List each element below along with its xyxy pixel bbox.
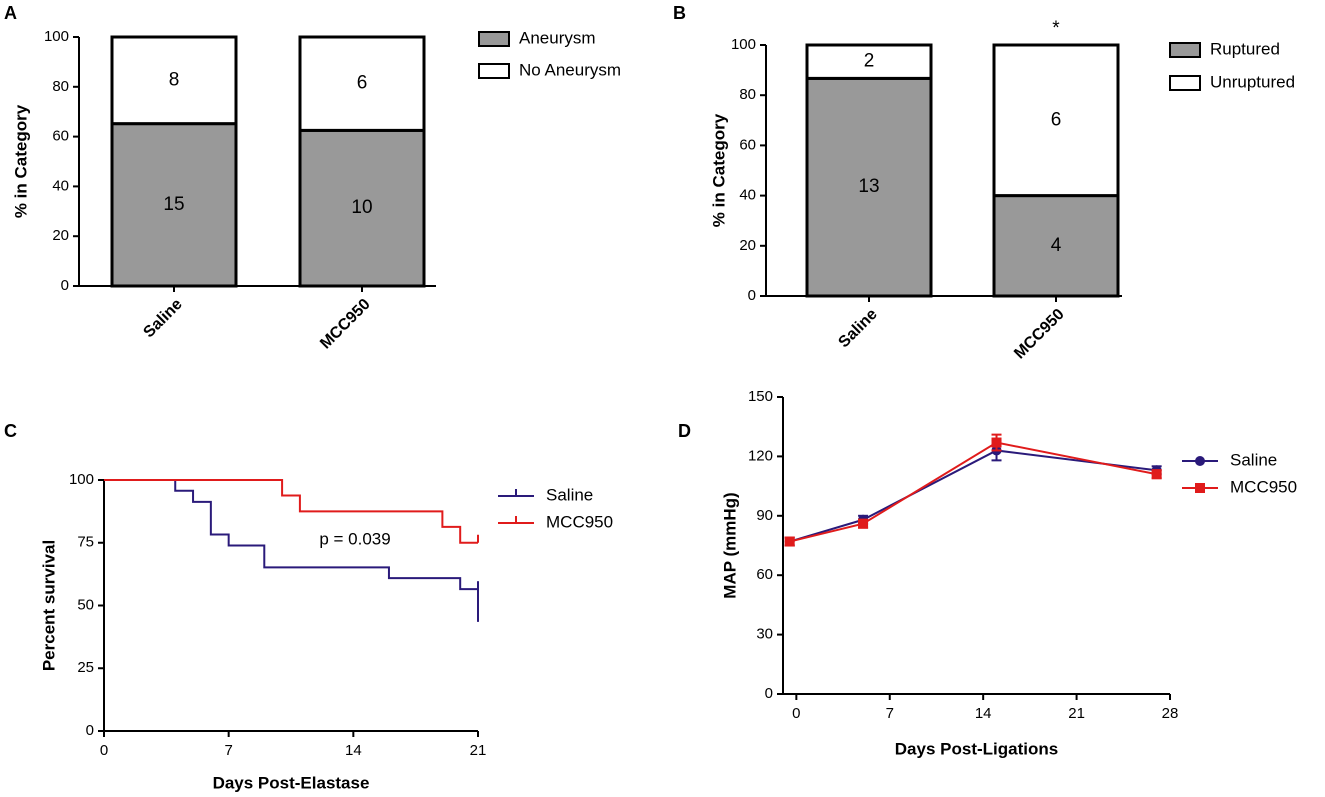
x-axis-title: Days Post-Ligations <box>895 739 1058 758</box>
bar-segment-aneurysm <box>110 122 238 288</box>
x-tick-label: 14 <box>975 705 992 722</box>
y-axis-title: % in Category <box>709 113 728 227</box>
y-tick-label: 75 <box>77 534 94 551</box>
legend-label: Ruptured <box>1210 39 1280 58</box>
y-tick-label: 120 <box>748 447 773 464</box>
y-tick-label: 0 <box>748 287 756 304</box>
bar-count-label: 15 <box>163 194 184 215</box>
y-tick-label: 0 <box>765 685 773 702</box>
bar-segment-ruptured <box>805 76 933 298</box>
bar-segment-ruptured <box>992 194 1120 298</box>
category-label: Saline <box>835 306 880 351</box>
data-point-mcc950 <box>991 437 1002 448</box>
y-tick-label: 25 <box>77 659 94 676</box>
y-tick-label: 100 <box>69 471 94 488</box>
legend-label: Unruptured <box>1210 72 1295 91</box>
y-tick-label: 0 <box>86 722 94 739</box>
panel-a: A 0 20 40 60 80 100 % in Category 15 8 Saline 10 6 MC… <box>4 3 621 353</box>
y-tick-label: 40 <box>739 187 756 204</box>
bar-segment-unruptured <box>805 43 933 80</box>
legend-swatch <box>478 63 510 79</box>
panel-d: D 0 30 60 90 120 150 0 7 14 21 28 Days Post-Ligation… <box>678 388 1297 759</box>
bar-segment-no-aneurysm <box>110 35 238 126</box>
x-tick-label: 21 <box>470 742 487 759</box>
bar-count-label: 10 <box>351 197 372 218</box>
y-tick-label: 80 <box>52 78 69 95</box>
panel-b: B 0 20 40 60 80 100 % in Category 13 2 Saline 4 6 MCC… <box>673 3 1295 363</box>
y-tick-label: 100 <box>731 36 756 53</box>
bar-count-label: 6 <box>1051 109 1062 130</box>
y-tick-label: 60 <box>756 566 773 583</box>
bar-count-label: 8 <box>169 69 180 90</box>
x-tick-label: 0 <box>792 705 800 722</box>
legend-marker <box>1195 456 1205 466</box>
y-tick-label: 30 <box>756 626 773 643</box>
category-label: MCC950 <box>1011 306 1068 363</box>
y-tick-label: 20 <box>52 227 69 244</box>
y-axis-title: % in Category <box>11 104 30 218</box>
legend-label: No Aneurysm <box>519 60 621 79</box>
data-point-mcc950 <box>1151 469 1162 480</box>
bar-count-label: 2 <box>864 51 875 72</box>
legend-label: Aneurysm <box>519 28 596 47</box>
panel-letter: A <box>4 3 17 23</box>
y-tick-label: 100 <box>44 28 69 45</box>
survival-curve-mcc950 <box>104 479 478 544</box>
legend-label: MCC950 <box>1230 477 1297 496</box>
bar-count-label: 13 <box>858 176 879 197</box>
y-tick-label: 80 <box>739 86 756 103</box>
legend-swatch <box>1169 75 1201 91</box>
significance-marker: * <box>1052 18 1060 39</box>
x-tick-label: 7 <box>224 742 232 759</box>
legend-label: Saline <box>546 485 593 504</box>
y-tick-label: 20 <box>739 237 756 254</box>
y-tick-label: 150 <box>748 388 773 405</box>
bar-count-label: 6 <box>357 73 368 94</box>
data-point-mcc950 <box>858 518 869 529</box>
p-value-annotation: p = 0.039 <box>319 529 390 548</box>
x-tick-label: 28 <box>1162 705 1179 722</box>
panel-letter: C <box>4 421 17 441</box>
y-tick-label: 0 <box>61 277 69 294</box>
x-axis-title: Days Post-Elastase <box>213 773 370 792</box>
x-tick-label: 7 <box>886 705 894 722</box>
x-tick-label: 14 <box>345 742 362 759</box>
category-label: MCC950 <box>317 296 374 353</box>
category-label: Saline <box>140 296 185 341</box>
x-tick-label: 21 <box>1068 705 1085 722</box>
survival-curve-saline <box>104 479 479 622</box>
series-line-mcc950 <box>789 441 1157 543</box>
y-tick-label: 40 <box>52 177 69 194</box>
y-tick-label: 60 <box>52 128 69 145</box>
y-axis-title: Percent survival <box>39 540 58 671</box>
bar-segment-no-aneurysm <box>298 35 426 132</box>
data-point-mcc950 <box>784 536 795 547</box>
series-line-saline <box>789 449 1157 543</box>
x-tick-label: 0 <box>100 742 108 759</box>
panel-letter: B <box>673 3 686 23</box>
legend-swatch <box>478 31 510 47</box>
y-axis-title: MAP (mmHg) <box>720 492 739 598</box>
y-tick-label: 50 <box>77 596 94 613</box>
bar-count-label: 4 <box>1051 235 1062 256</box>
legend-marker <box>1195 483 1205 493</box>
y-tick-label: 90 <box>756 507 773 524</box>
y-tick-label: 60 <box>739 136 756 153</box>
panel-c: C 0 25 50 75 100 0 7 14 21 Days Post-Elastase Perce… <box>4 421 613 793</box>
panel-letter: D <box>678 421 691 441</box>
legend-label: MCC950 <box>546 512 613 531</box>
legend-swatch <box>1169 42 1201 58</box>
legend-label: Saline <box>1230 450 1277 469</box>
bar-segment-unruptured <box>992 43 1120 198</box>
